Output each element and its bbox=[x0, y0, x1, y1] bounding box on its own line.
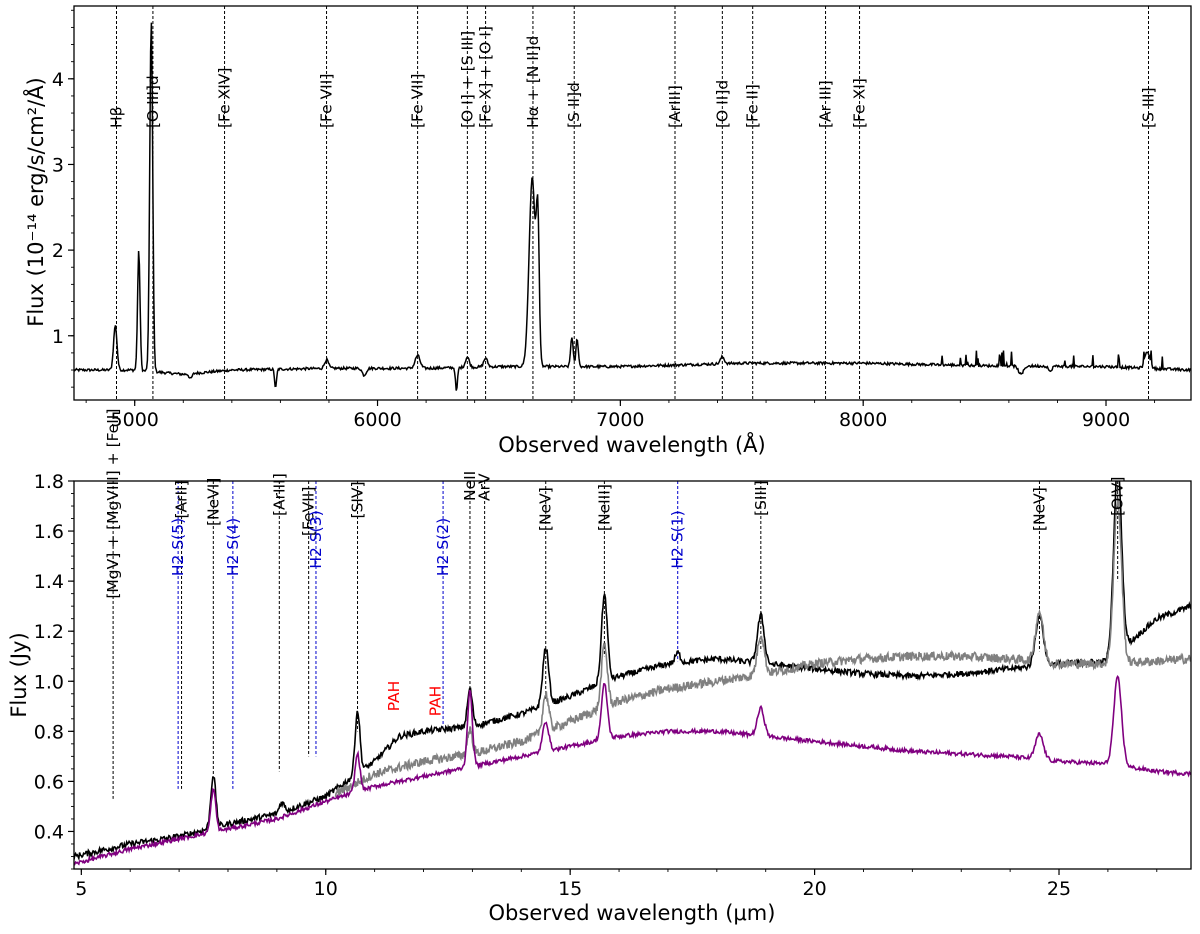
top-x-tick-label-2: 7000 bbox=[596, 409, 644, 431]
top-marker-label-9: [ArIII] bbox=[666, 85, 684, 128]
bottom-y-tick-label-0: 0.4 bbox=[34, 821, 64, 843]
top-plot-area bbox=[74, 6, 1191, 400]
bottom-x-tick-label-0: 5 bbox=[75, 878, 87, 900]
bottom-marker-label-13: [NeIII] bbox=[595, 484, 613, 531]
bottom-annotation-0: PAH bbox=[385, 681, 403, 712]
bottom-marker-label-7: H2 S(3) bbox=[307, 510, 325, 568]
top-marker-label-2: [Fe XIV] bbox=[216, 68, 234, 128]
top-marker-label-14: [S III] bbox=[1140, 87, 1158, 128]
bottom-marker-label-12: [NeV] bbox=[537, 487, 555, 531]
top-marker-label-12: [Ar III] bbox=[817, 80, 835, 128]
bottom-x-axis-label: Observed wavelength (μm) bbox=[489, 901, 776, 925]
bottom-marker-label-15: [SIII] bbox=[752, 480, 770, 516]
top-marker-label-6: [Fe X] + [O I] bbox=[477, 26, 495, 128]
top-marker-label-13: [Fe XI] bbox=[851, 78, 869, 128]
top-series-0 bbox=[74, 22, 1191, 391]
top-marker-label-0: Hβ bbox=[107, 106, 125, 128]
top-marker-label-5: [O I] + [S III] bbox=[458, 31, 476, 128]
top-marker-label-1: [O III]d bbox=[144, 75, 162, 128]
top-y-tick-label-0: 1 bbox=[52, 326, 64, 348]
top-y-tick-label-2: 3 bbox=[52, 154, 64, 176]
bottom-series-1 bbox=[334, 498, 1191, 798]
bottom-x-tick-label-3: 20 bbox=[802, 878, 826, 900]
bottom-y-tick-label-6: 1.6 bbox=[34, 521, 64, 543]
top-y-axis-label: Flux (10⁻¹⁴ erg/s/cm²/Å) bbox=[22, 77, 48, 327]
bottom-marker-label-11: ArV bbox=[476, 473, 494, 501]
top-axes-frame bbox=[73, 5, 1192, 401]
bottom-y-tick-label-4: 1.2 bbox=[34, 621, 64, 643]
top-marker-label-8: [S II]d bbox=[565, 82, 583, 128]
bottom-marker-label-6: [FeVII] bbox=[300, 487, 318, 536]
bottom-marker-label-9: H2 S(2) bbox=[434, 518, 452, 576]
bottom-y-tick-label-1: 0.6 bbox=[34, 771, 64, 793]
top-marker-label-11: [Fe II] bbox=[744, 84, 762, 128]
top-y-tick-label-1: 2 bbox=[52, 240, 64, 262]
bottom-marker-label-4: H2 S(4) bbox=[224, 518, 242, 576]
bottom-y-axis-label: Flux (Jy) bbox=[7, 632, 31, 717]
top-marker-label-3: [Fe VII] bbox=[318, 74, 336, 128]
bottom-annotation-1: PAH bbox=[427, 686, 445, 717]
bottom-marker-label-0: [MgV] + [MgVIII] + [FeII] bbox=[104, 409, 122, 599]
bottom-x-tick-label-4: 25 bbox=[1047, 878, 1071, 900]
bottom-marker-label-8: [SIV] bbox=[349, 481, 367, 518]
top-x-tick-label-0: 5000 bbox=[111, 409, 159, 431]
bottom-marker-label-3: [NeVI] bbox=[204, 478, 222, 526]
optical-spectrum-panel: Observed wavelength (Å) Flux (10⁻¹⁴ erg/… bbox=[22, 5, 1192, 457]
bottom-y-tick-label-2: 0.8 bbox=[34, 721, 64, 743]
bottom-plot-area bbox=[74, 481, 1191, 866]
bottom-marker-label-5: [ArIII] bbox=[270, 473, 288, 516]
top-marker-label-4: [Fe VII] bbox=[409, 74, 427, 128]
top-marker-label-7: Hα + [N II]d bbox=[524, 36, 542, 128]
top-x-axis-label: Observed wavelength (Å) bbox=[498, 431, 765, 457]
bottom-axes-frame bbox=[73, 480, 1192, 870]
infrared-spectrum-panel: Observed wavelength (μm) Flux (Jy) 5 10 15… bbox=[7, 409, 1192, 925]
top-x-tick-label-3: 8000 bbox=[839, 409, 887, 431]
bottom-x-tick-label-1: 10 bbox=[314, 878, 338, 900]
top-x-tick-label-1: 6000 bbox=[353, 409, 401, 431]
bottom-x-tick-label-2: 15 bbox=[558, 878, 582, 900]
bottom-series-2 bbox=[74, 675, 1191, 866]
bottom-marker-label-16: [NeV] bbox=[1030, 487, 1048, 531]
bottom-marker-label-10: NeII bbox=[461, 471, 479, 501]
bottom-marker-label-1: H2 S(5) bbox=[169, 518, 187, 576]
bottom-marker-label-2: [ArII] bbox=[173, 480, 191, 518]
bottom-marker-label-14: H2 S(1) bbox=[669, 510, 687, 568]
bottom-y-tick-label-5: 1.4 bbox=[34, 571, 64, 593]
bottom-marker-label-17: [OIV] bbox=[1109, 477, 1127, 516]
bottom-y-tick-label-7: 1.8 bbox=[34, 471, 64, 493]
top-marker-label-10: [O II]d bbox=[713, 80, 731, 128]
top-y-tick-label-3: 4 bbox=[52, 69, 64, 91]
bottom-y-tick-label-3: 1.0 bbox=[34, 671, 64, 693]
top-x-tick-label-4: 9000 bbox=[1082, 409, 1130, 431]
